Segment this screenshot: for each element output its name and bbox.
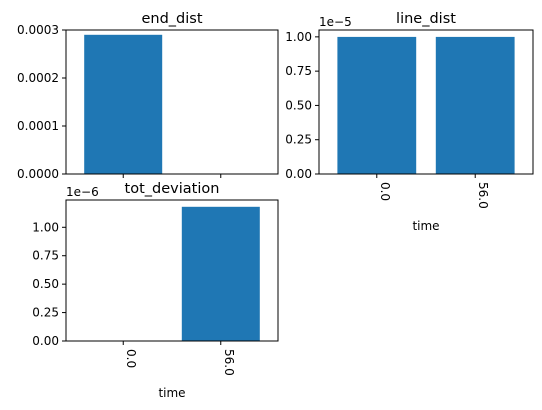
y-tick-label: 0.0003 [17,23,59,37]
panel-title: end_dist [141,11,202,27]
offset-label: 1e−5 [319,15,352,29]
y-tick-label: 1.00 [285,30,312,44]
y-tick-label: 0.00 [285,167,312,181]
x-axis-label: time [412,219,439,233]
panel-title: line_dist [396,11,456,27]
x-tick-label: 0.0 [378,182,392,201]
y-tick-label: 0.00 [32,334,59,348]
y-tick-label: 0.50 [285,98,312,112]
bar-0.0 [337,36,417,175]
y-tick-label: 0.25 [32,306,59,320]
x-tick-label: 56.0 [476,182,490,209]
y-tick-label: 0.75 [285,64,312,78]
y-tick-label: 0.0001 [17,119,59,133]
y-tick-label: 0.25 [285,133,312,147]
y-tick-label: 0.75 [32,249,59,263]
y-tick-label: 0.0000 [17,167,59,181]
y-tick-label: 0.0002 [17,71,59,85]
x-tick-label: 56.0 [222,349,236,376]
axes-frame [65,29,279,175]
y-tick-label: 0.50 [32,277,59,291]
end-dist-panel: 0.0000 0.0001 0.0002 0.0003 end_dist [17,11,279,181]
tot-deviation-panel: 0.0 56.0 0.00 0.25 0.50 0.75 1.00 tot_deviation… [32,181,279,400]
offset-label: 1e−6 [66,185,99,199]
axes-frame [318,29,534,175]
x-axis-label: time [158,386,185,400]
bar-56.0 [181,206,260,341]
y-tick-label: 1.00 [32,220,59,234]
line-dist-panel: 0.0 56.0 0.00 0.25 0.50 0.75 1.00 line_dist 1e−5… [285,11,534,233]
bar-56.0 [435,36,515,175]
panel-title: tot_deviation [125,181,220,197]
bar-0.0 [84,34,163,174]
x-tick-label: 0.0 [124,349,138,368]
axes-frame [65,199,279,342]
